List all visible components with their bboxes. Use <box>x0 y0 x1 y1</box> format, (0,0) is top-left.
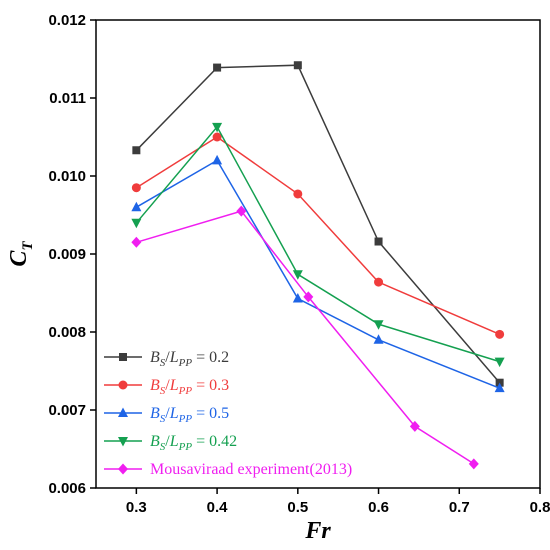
series-4-line <box>135 125 500 363</box>
series-3-point-1 <box>131 201 142 212</box>
series-1-point-3 <box>293 61 302 70</box>
series-1-point-2 <box>213 63 222 72</box>
legend-label-1: BS/LPP = 0.2 <box>150 349 229 369</box>
series-2-line <box>136 136 500 335</box>
series-3-point-2 <box>212 154 223 165</box>
y-tick-label-2: 0.007 <box>48 402 86 419</box>
legend-marker-1 <box>119 353 127 361</box>
series-1-line <box>135 64 501 384</box>
series-5-point-5 <box>468 458 479 470</box>
series-3-point-5 <box>494 382 505 393</box>
plot-area <box>131 61 505 470</box>
x-tick-label-5: 0.7 <box>449 499 470 516</box>
y-tick-label-3: 0.008 <box>48 324 86 341</box>
y-axis-title: CT <box>6 241 36 267</box>
series-5-point-1 <box>131 236 142 248</box>
series-4-point-3 <box>292 270 303 280</box>
y-tick-label-4: 0.009 <box>48 246 86 263</box>
y-tick-label-1: 0.006 <box>48 480 86 497</box>
series-5-point-3 <box>303 291 314 303</box>
series-3-point-4 <box>373 334 384 344</box>
series-2-point-3 <box>293 189 303 199</box>
x-tick-label-3: 0.5 <box>287 499 308 516</box>
series-3-point-3 <box>292 292 303 303</box>
series-5-point-4 <box>409 420 420 432</box>
legend-label-3: BS/LPP = 0.5 <box>150 405 229 425</box>
y-tick-label-7: 0.012 <box>48 12 86 29</box>
legend-marker-4 <box>118 437 128 447</box>
series-2-point-4 <box>374 277 384 287</box>
legend-marker-2 <box>118 380 128 390</box>
legend: BS/LPP = 0.2 BS/LPP = 0.3 BS/LPP = 0.5 BS/L… <box>104 349 352 478</box>
y-tick-label-6: 0.011 <box>49 90 86 107</box>
legend-label-5: Mousaviraad experiment(2013) <box>150 461 352 478</box>
x-tick-label-2: 0.4 <box>207 499 229 516</box>
series-5-point-2 <box>236 205 247 217</box>
legend-label-2: BS/LPP = 0.3 <box>150 377 229 397</box>
y-tick-label-5: 0.010 <box>48 168 86 185</box>
series-2-point-1 <box>131 183 141 193</box>
x-axis-title: Fr <box>304 518 331 544</box>
series-1-point-1 <box>132 146 141 155</box>
x-tick-label-1: 0.3 <box>126 499 147 516</box>
x-tick-label-4: 0.6 <box>368 499 389 516</box>
axes: 0.3 0.4 0.5 0.6 0.7 0.8 0.006 0.007 0.008 0.009 0.… <box>6 12 550 544</box>
series-2-point-5 <box>495 329 505 339</box>
legend-label-4: BS/LPP = 0.42 <box>150 433 237 453</box>
series-1-point-4 <box>374 237 383 246</box>
series-3-line <box>136 159 500 389</box>
series-2-point-2 <box>212 132 222 142</box>
series-4-point-5 <box>494 357 505 368</box>
legend-marker-3 <box>118 407 128 417</box>
series-4-point-2 <box>212 122 223 133</box>
series-4-point-1 <box>131 218 142 229</box>
legend-marker-5 <box>118 463 128 475</box>
series-4-point-4 <box>373 320 384 330</box>
x-tick-label-6: 0.8 <box>530 499 550 516</box>
